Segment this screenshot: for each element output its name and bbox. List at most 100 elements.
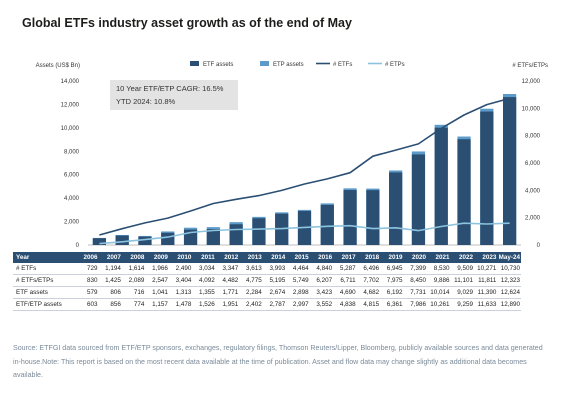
bar-etf-assets	[92, 238, 107, 245]
table-cell: 3,404	[168, 274, 193, 287]
table-cell: 2,787	[262, 298, 287, 311]
y2-tick-label: 10,000	[522, 106, 541, 112]
line-num-etps	[99, 222, 510, 245]
table-cell: 1,526	[192, 298, 216, 311]
table-cell: 3,034	[192, 263, 216, 275]
bar-series	[92, 94, 517, 246]
table-row: # ETFs/ETPs 830 1,425 2,089 2,547 3,404 4,092 4…	[13, 274, 521, 287]
y-tick-label: 8,000	[64, 149, 80, 155]
table-row-label: # ETFs	[13, 263, 75, 275]
table-cell: 2,997	[286, 298, 310, 311]
y-axis-ticks: 0 2,000 4,000 6,000 8,000 10,000 12,000 14,000	[61, 79, 80, 249]
table-cell: 1,194	[98, 263, 122, 275]
table-header-cell: 2022	[450, 252, 474, 263]
bar-etf-assets	[343, 190, 357, 245]
table-cell: 1,313	[168, 286, 193, 299]
y2-axis-label: # ETFs/ETPs	[512, 63, 548, 69]
table-cell: 4,482	[215, 274, 240, 287]
table-cell: 603	[75, 298, 99, 311]
legend-swatch	[260, 61, 269, 66]
bar-etf-assets	[411, 154, 426, 245]
table-cell: 1,614	[121, 263, 146, 275]
table-cell: 1,478	[168, 298, 193, 311]
table-cell: 2,490	[168, 263, 193, 275]
table-header-year: Year	[13, 252, 75, 263]
table-header-cell: May-24	[497, 252, 521, 263]
table-cell: 11,633	[473, 298, 498, 311]
table-cell: 8,450	[403, 274, 428, 287]
table-cell: 579	[75, 286, 99, 299]
table-header-cell: 2020	[403, 252, 428, 263]
table-cell: 9,509	[450, 263, 474, 275]
table-cell: 4,840	[309, 263, 334, 275]
y-tick-label: 4,000	[64, 196, 80, 202]
legend-swatch	[190, 61, 199, 66]
y2-tick-label: 4,000	[525, 188, 541, 194]
table-header-cell: 2007	[98, 252, 122, 263]
table-cell: 7,399	[403, 263, 428, 275]
table-cell: 7,731	[403, 286, 428, 299]
source-note: Source: ETFGI data sourced from ETF/ETP …	[13, 344, 543, 379]
table-cell: 3,993	[262, 263, 287, 275]
cagr-note-box: 10 Year ETF/ETP CAGR: 16.5% YTD 2024: 10…	[110, 80, 238, 110]
table-cell: 12,890	[497, 298, 521, 311]
table-cell: 5,749	[286, 274, 310, 287]
table-cell: 3,423	[309, 286, 334, 299]
table-cell: 6,207	[309, 274, 334, 287]
table-header-cell: 2019	[380, 252, 404, 263]
table-cell: 716	[121, 286, 146, 299]
table-cell: 4,775	[239, 274, 263, 287]
table-cell: 2,898	[286, 286, 310, 299]
table-cell: 1,951	[215, 298, 240, 311]
bar-etf-assets	[252, 218, 266, 245]
bar-etf-assets	[457, 139, 471, 245]
cagr-note-line-2: YTD 2024: 10.8%	[116, 97, 176, 106]
asset-growth-chart: Assets (US$ Bn) # ETFs/ETPs ETF assets ET…	[36, 61, 548, 249]
table-cell: 7,986	[403, 298, 428, 311]
y2-tick-label: 6,000	[525, 161, 541, 167]
bar-etf-assets	[366, 190, 380, 245]
bar-etf-assets	[320, 204, 334, 245]
table-cell: 6,711	[333, 274, 357, 287]
table-cell: 11,811	[473, 274, 498, 287]
bar-etf-assets	[115, 235, 129, 245]
table-cell: 1,966	[145, 263, 169, 275]
table-cell: 7,975	[380, 274, 404, 287]
table-cell: 1,355	[192, 286, 216, 299]
table-row-label: # ETFs/ETPs	[13, 274, 75, 287]
table-cell: 8,530	[427, 263, 451, 275]
table-header-cell: 2016	[309, 252, 334, 263]
table-cell: 1,157	[145, 298, 169, 311]
table-cell: 9,029	[450, 286, 474, 299]
y-tick-label: 12,000	[61, 102, 80, 108]
bar-etf-assets	[206, 229, 220, 245]
table-cell: 12,624	[497, 286, 521, 299]
table-cell: 3,552	[309, 298, 334, 311]
table-header-cell: 2012	[215, 252, 240, 263]
table-header-cell: 2013	[239, 252, 263, 263]
table-header-cell: 2017	[333, 252, 357, 263]
table-cell: 10,261	[427, 298, 451, 311]
line-num-etfs	[99, 97, 510, 236]
table-cell: 1,771	[215, 286, 240, 299]
table-cell: 6,361	[380, 298, 404, 311]
y2-tick-label: 2,000	[525, 216, 541, 222]
bar-etf-assets	[434, 127, 448, 245]
table-cell: 806	[98, 286, 122, 299]
table-cell: 6,192	[380, 286, 404, 299]
y-tick-label: 14,000	[61, 79, 80, 85]
table-cell: 729	[75, 263, 99, 275]
table-cell: 3,347	[215, 263, 240, 275]
cagr-note-background	[110, 80, 238, 110]
legend-label: # ETPs	[385, 62, 405, 68]
table-row: # ETFs 729 1,194 1,614 1,966 2,490 3,034 3,347 3…	[13, 263, 521, 275]
y-tick-label: 2,000	[64, 220, 80, 226]
table-header-cell: 2011	[192, 252, 216, 263]
y-tick-label: 10,000	[61, 126, 80, 132]
bar-etf-assets	[480, 111, 494, 246]
line-series	[99, 97, 510, 245]
table-cell: 10,730	[497, 263, 521, 275]
cagr-note-line-1: 10 Year ETF/ETP CAGR: 16.5%	[116, 84, 224, 93]
table-cell: 2,284	[239, 286, 263, 299]
table-cell: 11,101	[450, 274, 474, 287]
